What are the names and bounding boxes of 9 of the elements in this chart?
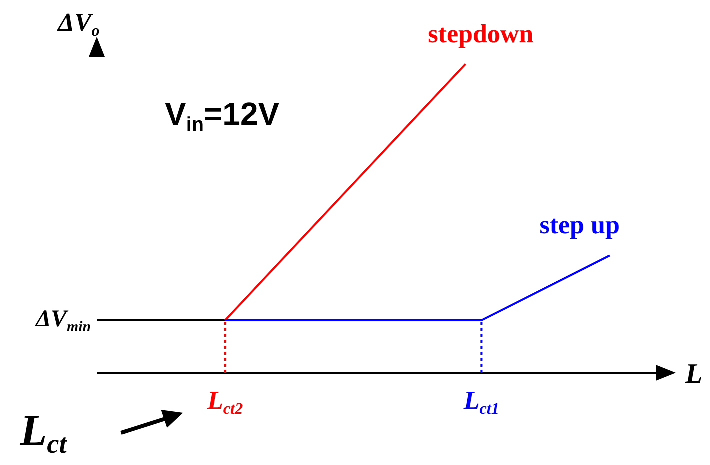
text: ΔV$_{min}$ <box>34 306 91 336</box>
annotation: V$_{in}$=12V <box>165 96 280 136</box>
y-axis-title: ΔV$_{o}$ <box>57 8 100 40</box>
text: L$_{ct}$ <box>19 406 68 460</box>
x-axis-title: L <box>684 359 703 390</box>
series-label: stepdown <box>428 19 534 48</box>
series-label: step up <box>540 210 620 240</box>
x-tick-label: L$_{ct1}$ <box>462 386 500 418</box>
x-tick-label: L$_{ct2}$ <box>206 386 244 418</box>
